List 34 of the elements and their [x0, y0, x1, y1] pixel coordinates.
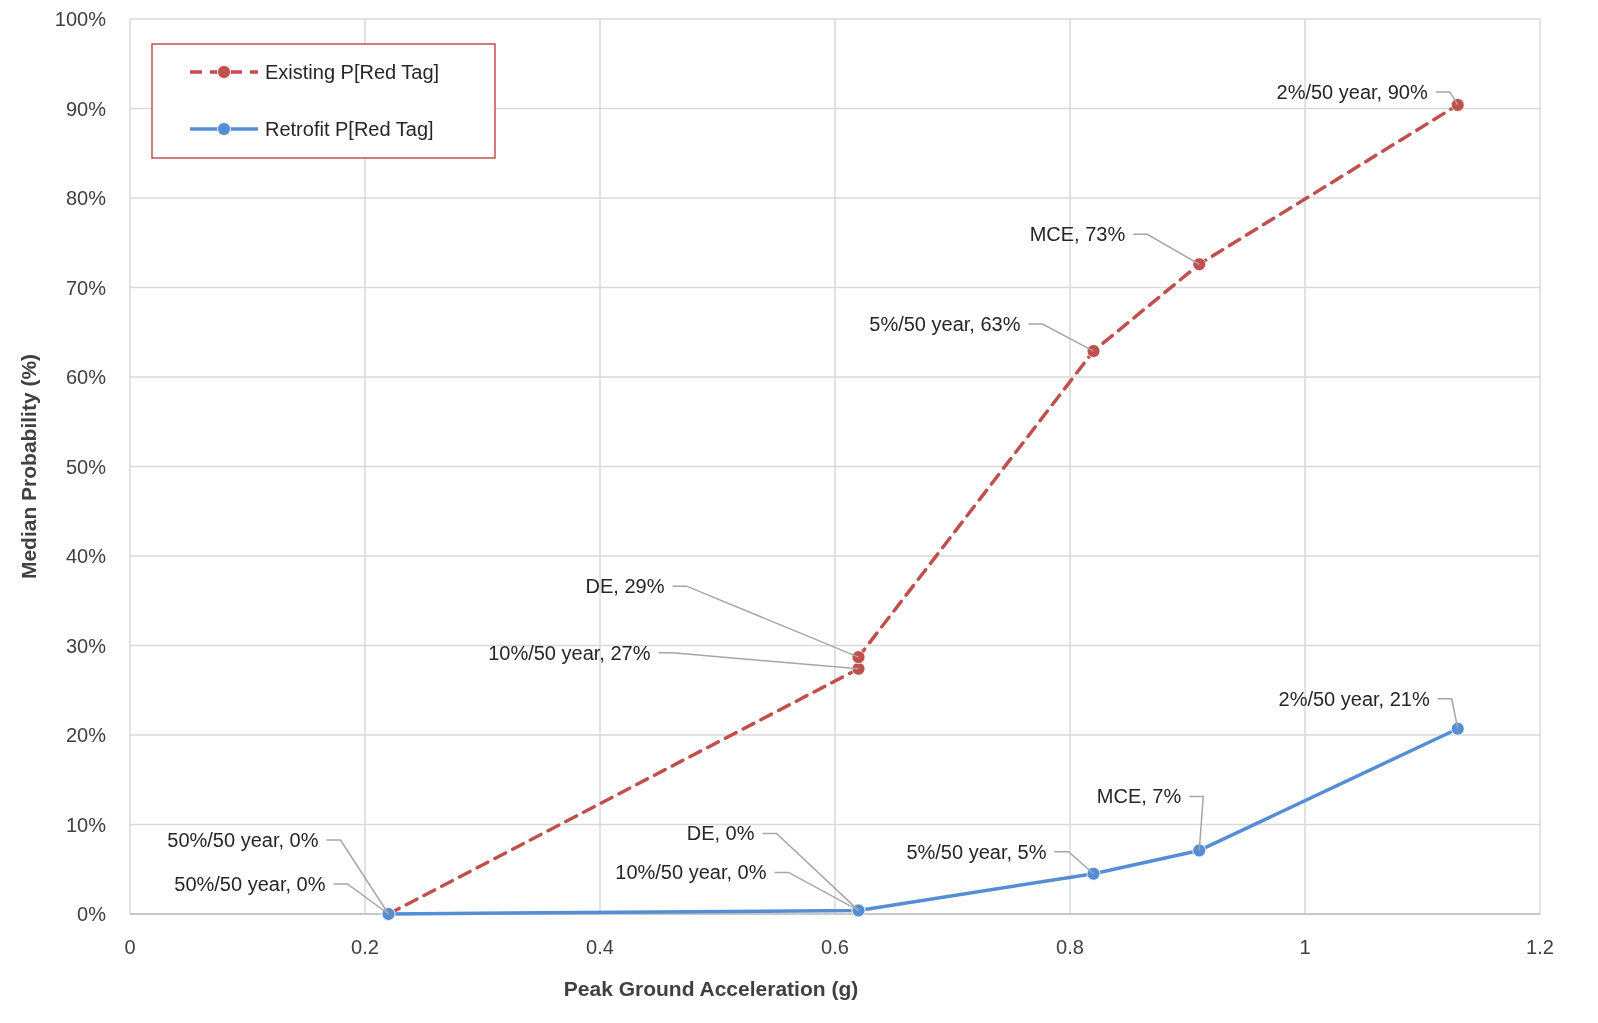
annotation: 5%/50 year, 63% [869, 313, 1021, 336]
y-tick-label: 80% [65, 187, 107, 209]
x-tick-label: 0.2 [351, 936, 379, 958]
annotation: 10%/50 year, 27% [488, 641, 651, 664]
annotation: 50%/50 year, 0% [167, 829, 319, 851]
annotation: MCE, 73% [1029, 223, 1126, 246]
y-tick-label: 0% [77, 903, 107, 925]
x-tick-label: 1.2 [1526, 936, 1554, 958]
y-tick-label: 70% [65, 276, 107, 299]
legend-label: Existing P[Red Tag] [265, 61, 440, 83]
x-tick-label: 0.4 [586, 936, 614, 958]
annotation: 50%/50 year, 0% [174, 873, 326, 895]
annotation: 5%/50 year, 5% [906, 840, 1047, 863]
y-tick-label: 40% [65, 545, 107, 567]
annotation: DE, 29% [585, 575, 665, 598]
annotation: DE, 0% [686, 822, 755, 845]
y-tick-label: 90% [65, 97, 107, 120]
x-tick-label: 0 [124, 936, 136, 958]
y-tick-label: 60% [65, 366, 107, 388]
y-tick-label: 50% [65, 455, 107, 478]
legend-label: Retrofit P[Red Tag] [265, 118, 434, 140]
y-tick-label: 20% [65, 724, 107, 746]
x-axis-title: Peak Ground Acceleration (g) [563, 977, 859, 1000]
y-tick-label: 100% [54, 8, 107, 30]
annotation: 2%/50 year, 90% [1276, 80, 1428, 103]
annotation: 2%/50 year, 21% [1278, 687, 1430, 710]
y-axis-title: Median Probability (%) [17, 353, 40, 580]
x-tick-label: 1 [1299, 936, 1311, 958]
y-tick-label: 30% [65, 634, 107, 657]
annotation: MCE, 7% [1096, 785, 1182, 808]
annotation: 10%/50 year, 0% [615, 861, 767, 884]
x-tick-label: 0.8 [1056, 936, 1084, 958]
x-tick-label: 0.6 [821, 936, 849, 958]
y-tick-label: 10% [65, 813, 107, 836]
